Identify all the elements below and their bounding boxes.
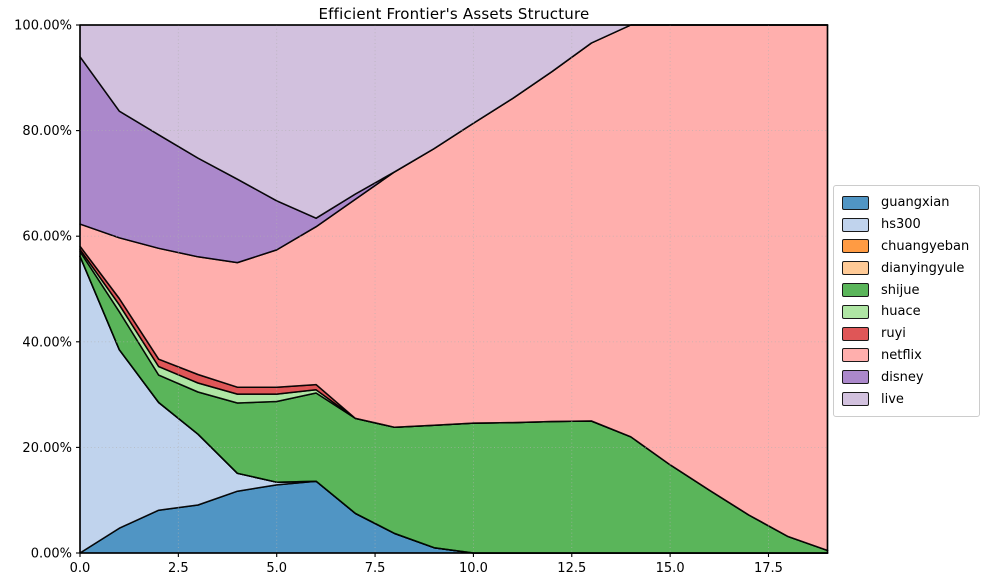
x-tick-label: 12.5 [557, 561, 586, 576]
legend-label: chuangyeban [881, 238, 970, 254]
legend-item-hs300: hs300 [842, 214, 971, 236]
legend-swatch-live [842, 392, 869, 407]
legend-item-netflix: netflix [842, 345, 971, 367]
legend-label: hs300 [881, 217, 921, 233]
y-tick-label: 40.00% [22, 335, 72, 350]
chart-title: Efficient Frontier's Assets Structure [318, 5, 590, 23]
legend-label: guangxian [881, 195, 950, 211]
legend-item-guangxian: guangxian [842, 192, 971, 214]
legend-label: ruyi [881, 326, 906, 342]
legend-item-huace: huace [842, 301, 971, 323]
legend-item-dianyingyule: dianyingyule [842, 257, 971, 279]
legend-swatch-shijue [842, 283, 869, 298]
x-tick-label: 17.5 [754, 561, 783, 576]
legend-item-shijue: shijue [842, 279, 971, 301]
x-tick-label: 10.0 [459, 561, 488, 576]
legend-item-disney: disney [842, 366, 971, 388]
legend-item-live: live [842, 388, 971, 410]
legend-swatch-chuangyeban [842, 239, 869, 254]
y-tick-label: 80.00% [22, 124, 72, 139]
legend: guangxian hs300 chuangyeban dianyingyule shi… [833, 185, 980, 417]
y-tick-label: 100.00% [14, 19, 72, 34]
legend-label: live [881, 391, 904, 407]
legend-swatch-hs300 [842, 217, 869, 232]
x-tick-label: 5.0 [266, 561, 287, 576]
x-tick-label: 7.5 [365, 561, 386, 576]
legend-label: dianyingyule [881, 260, 965, 276]
legend-swatch-ruyi [842, 326, 869, 341]
x-tick-label: 0.0 [70, 561, 91, 576]
x-axis: 0.0 2.5 5.0 7.5 10.0 12.5 15.0 17.5 [70, 553, 783, 576]
legend-label: netflix [881, 347, 922, 363]
x-tick-label: 2.5 [168, 561, 189, 576]
legend-swatch-dianyingyule [842, 261, 869, 276]
legend-swatch-netflix [842, 348, 869, 363]
legend-label: huace [881, 304, 921, 320]
areas [79, 24, 829, 554]
y-tick-label: 0.00% [31, 547, 72, 562]
y-axis: 0.00% 20.00% 40.00% 60.00% 80.00% 100.00% [14, 19, 80, 562]
y-tick-label: 60.00% [22, 230, 72, 245]
legend-swatch-huace [842, 304, 869, 319]
legend-swatch-guangxian [842, 195, 869, 210]
legend-label: shijue [881, 282, 920, 298]
legend-item-ruyi: ruyi [842, 323, 971, 345]
legend-item-chuangyeban: chuangyeban [842, 236, 971, 258]
legend-swatch-disney [842, 370, 869, 385]
legend-label: disney [881, 369, 924, 385]
plot-frame [79, 24, 829, 554]
y-tick-label: 20.00% [22, 441, 72, 456]
x-tick-label: 15.0 [656, 561, 685, 576]
